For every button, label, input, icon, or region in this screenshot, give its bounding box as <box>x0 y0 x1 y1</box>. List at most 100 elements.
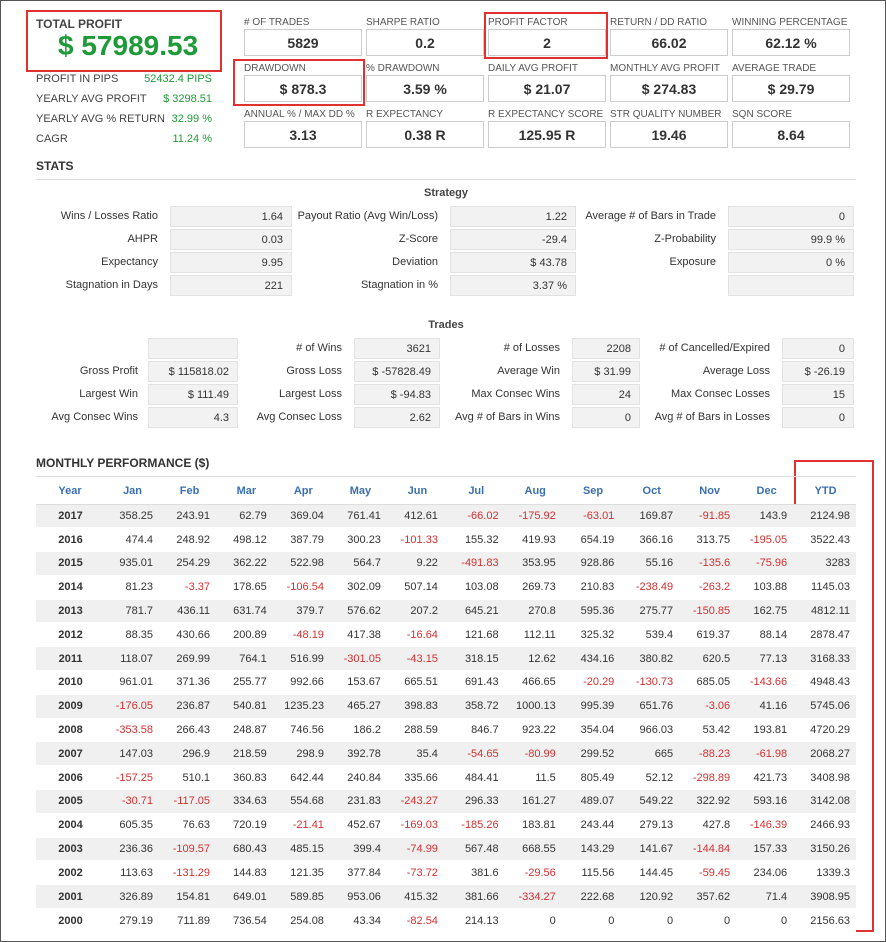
month-cell: 144.45 <box>622 860 682 885</box>
metric-value: 3.13 <box>244 121 362 148</box>
month-cell: -74.99 <box>388 836 446 861</box>
month-cell: 210.83 <box>563 574 623 600</box>
metric-value: 5829 <box>244 29 362 56</box>
strategy-label: Z-Score <box>398 233 438 245</box>
trades-value: $ 31.99 <box>572 361 640 382</box>
table-row: 2002 113.63 -131.29 144.83 121.35 377.84 -73.7… <box>36 860 856 885</box>
month-cell: 589.85 <box>274 884 332 909</box>
stats-divider <box>36 179 856 180</box>
month-cell: 296.9 <box>161 741 219 766</box>
month-cell: 35.4 <box>388 741 446 766</box>
month-cell: 207.2 <box>388 598 446 623</box>
month-cell: 254.08 <box>274 908 332 933</box>
month-cell: 103.08 <box>445 574 507 600</box>
strategy-label: Stagnation in % <box>360 279 438 291</box>
month-cell: 354.04 <box>563 717 623 742</box>
month-cell: 275.77 <box>622 598 682 623</box>
month-cell: 43.34 <box>331 908 389 933</box>
month-cell: 254.29 <box>161 551 219 576</box>
column-header-mar: Mar <box>218 478 275 505</box>
month-cell: 248.92 <box>161 527 219 552</box>
month-cell: 369.04 <box>274 503 332 528</box>
year-cell: 2005 <box>36 789 105 814</box>
month-cell: -143.66 <box>738 670 796 695</box>
column-header-ytd: YTD <box>795 478 856 505</box>
month-cell: 353.95 <box>506 551 564 576</box>
metric-value: 125.95 R <box>488 121 606 148</box>
metric-value: 66.02 <box>610 29 728 56</box>
month-cell: 680.43 <box>218 836 275 861</box>
month-cell: 485.15 <box>274 836 332 861</box>
month-cell: 645.21 <box>445 598 507 623</box>
month-cell: 288.59 <box>388 717 446 742</box>
month-cell: 805.49 <box>563 765 623 790</box>
ytd-cell: 3522.43 <box>795 527 856 552</box>
month-cell: -43.15 <box>388 646 446 671</box>
metric-value: 62.12 % <box>732 29 850 56</box>
year-cell: 2011 <box>36 646 105 671</box>
month-cell: 720.19 <box>218 812 275 838</box>
table-row: 2011 118.07 269.99 764.1 516.99 -301.05 -43.15… <box>36 646 856 671</box>
month-cell: 53.42 <box>681 717 739 742</box>
month-cell: 162.75 <box>738 598 796 623</box>
month-cell: 746.56 <box>274 717 332 742</box>
month-cell: 417.38 <box>331 622 389 647</box>
month-cell: -82.54 <box>388 908 446 933</box>
month-cell: 1000.13 <box>506 693 564 719</box>
month-cell: 593.16 <box>738 789 796 814</box>
trades-label: Average Loss <box>702 365 770 377</box>
ytd-cell: 3283 <box>795 551 856 576</box>
month-cell: 325.32 <box>563 622 623 647</box>
month-cell: 935.01 <box>104 551 162 576</box>
year-cell: 2017 <box>36 503 105 528</box>
trades-label: Largest Win <box>79 388 138 400</box>
month-cell: 651.76 <box>622 693 682 719</box>
trades-value: 0 <box>572 407 640 428</box>
month-cell: -75.96 <box>738 551 796 576</box>
metric-value: 8.64 <box>732 121 850 148</box>
metric-label: WINNING PERCENTAGE <box>732 17 848 28</box>
month-cell: 234.06 <box>738 860 796 885</box>
month-cell: -301.05 <box>331 646 389 671</box>
month-cell: 248.87 <box>218 717 275 742</box>
month-cell: 554.68 <box>274 789 332 814</box>
month-cell: -20.29 <box>563 670 623 695</box>
column-header-apr: Apr <box>274 478 332 505</box>
metric-label: R EXPECTANCY SCORE <box>488 109 604 120</box>
side-stat-value: 52432.4 PIPS <box>144 73 212 85</box>
month-cell: -54.65 <box>445 741 507 766</box>
strategy-value: -29.4 <box>450 229 576 250</box>
trades-value: $ 111.49 <box>148 384 238 405</box>
month-cell: 0 <box>506 908 564 933</box>
month-cell: 1235.23 <box>274 693 332 719</box>
month-cell: 322.92 <box>681 789 739 814</box>
month-cell: 379.7 <box>274 598 332 623</box>
month-cell: 318.15 <box>445 646 507 671</box>
month-cell: 300.23 <box>331 527 389 552</box>
month-cell: 120.92 <box>622 884 682 909</box>
year-cell: 2008 <box>36 717 105 742</box>
ytd-cell: 4812.11 <box>795 598 856 623</box>
ytd-cell: 3168.33 <box>795 646 856 671</box>
strategy-value: $ 43.78 <box>450 252 576 273</box>
month-cell: 155.32 <box>445 527 507 552</box>
ytd-cell: 2878.47 <box>795 622 856 647</box>
metric-value: 2 <box>488 29 606 56</box>
metric-label: R EXPECTANCY <box>366 109 444 120</box>
month-cell: 236.87 <box>161 693 219 719</box>
year-cell: 2002 <box>36 860 105 885</box>
trades-title: Trades <box>428 319 464 331</box>
column-header-jul: Jul <box>445 478 507 505</box>
month-cell: -334.27 <box>506 884 564 909</box>
table-row: 2013 781.7 436.11 631.74 379.7 576.62 207.2 645… <box>36 598 856 623</box>
month-cell: -63.01 <box>563 503 623 528</box>
strategy-label: Expectancy <box>101 256 158 268</box>
month-cell: 313.75 <box>681 527 739 552</box>
side-stat-label: YEARLY AVG % RETURN <box>36 113 165 125</box>
month-cell: 474.4 <box>104 527 162 552</box>
trades-value: 15 <box>782 384 854 405</box>
month-cell: 516.99 <box>274 646 332 671</box>
month-cell: 299.52 <box>563 741 623 766</box>
month-cell: 654.19 <box>563 527 623 552</box>
metric-value: $ 274.83 <box>610 75 728 102</box>
